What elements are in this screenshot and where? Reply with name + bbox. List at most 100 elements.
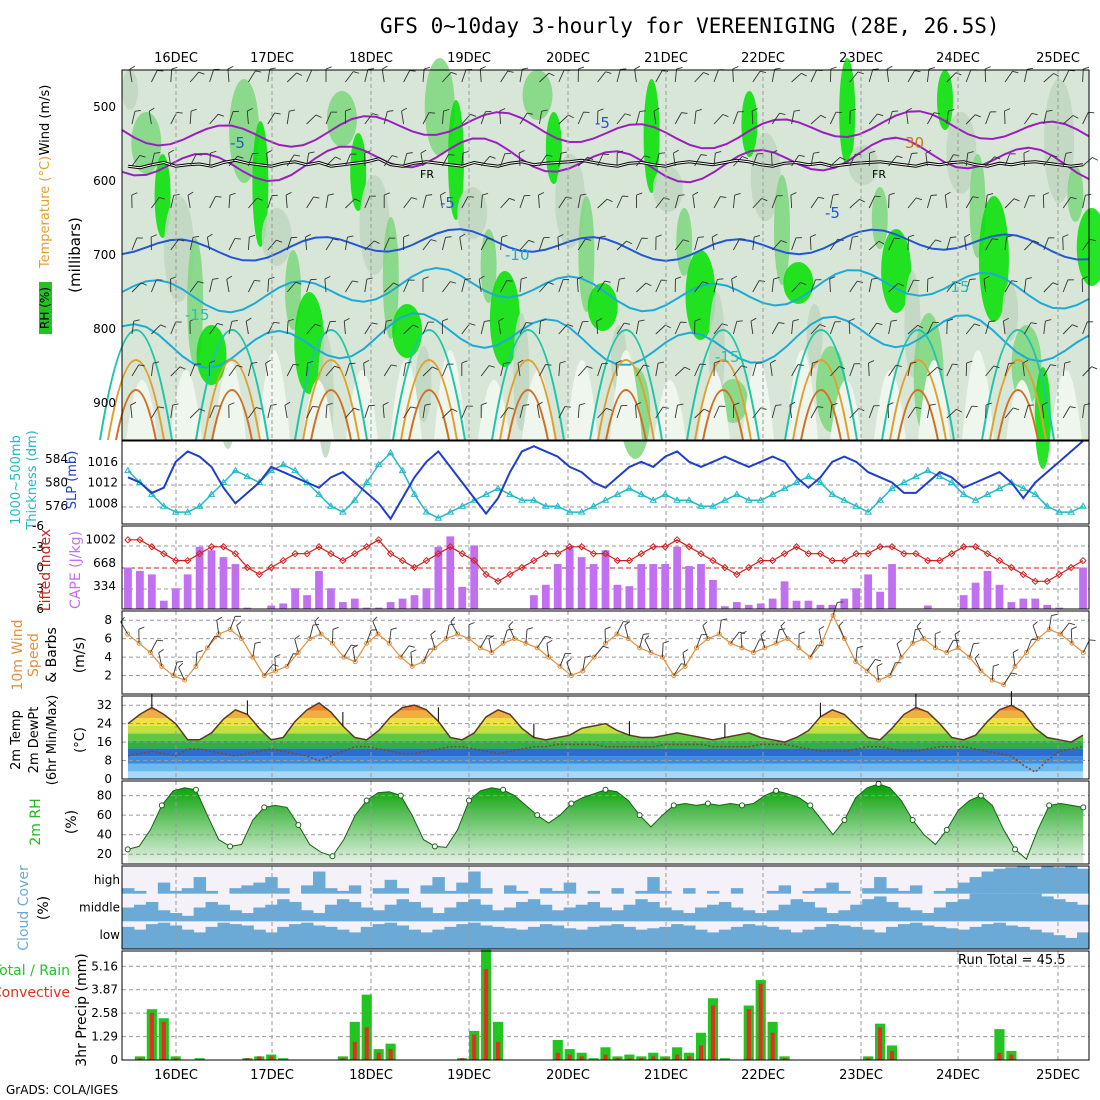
wind-barb <box>286 321 289 335</box>
wind-barb-flag <box>974 323 981 327</box>
warm-contour <box>491 329 565 441</box>
temperature-contour <box>121 266 1090 314</box>
wind-barb-flag <box>896 155 903 159</box>
wind-barb-flag <box>857 645 864 649</box>
thickness-point <box>279 460 288 468</box>
wind-barb-flag <box>626 240 633 245</box>
wind-barb <box>1082 639 1090 653</box>
rh-band-blob <box>871 187 888 249</box>
wind-barb <box>694 154 702 167</box>
wind-barb <box>927 239 936 251</box>
day-label: 19DEC <box>447 51 491 66</box>
rh-tick: 80 <box>97 789 112 803</box>
rh-dry-wedge <box>258 350 290 440</box>
cloud-low-bar <box>945 928 959 949</box>
wind-barb <box>286 364 294 377</box>
wind-barb <box>1082 405 1085 419</box>
wind-barb-flag <box>314 616 320 622</box>
wind-speed-point <box>364 640 370 646</box>
wind-barb-flag <box>408 645 415 648</box>
cloud-low-bar <box>850 926 863 949</box>
wind-barb <box>150 279 157 293</box>
wind-barb <box>422 405 426 419</box>
day-label: 22DEC <box>741 51 785 66</box>
wind-barb-flag <box>634 65 641 70</box>
wind-barb <box>228 321 233 335</box>
thickness-point <box>398 466 407 474</box>
lifted-index-point <box>768 556 777 565</box>
wind-barb <box>752 363 757 377</box>
wind-barb <box>558 69 565 83</box>
precip-total-label: Total / Rain <box>0 963 70 979</box>
wind-barb <box>577 156 589 167</box>
lifted-index-point <box>422 556 431 565</box>
wind-barb <box>694 72 704 83</box>
wind-barb-flag <box>217 113 224 117</box>
rh-band-blob <box>1002 283 1019 341</box>
wind-barb <box>1060 622 1070 635</box>
wind-barb-flag <box>227 65 234 70</box>
cloud-high-bar <box>301 885 314 894</box>
lifted-index-point <box>912 549 920 558</box>
cape-bar <box>852 588 861 609</box>
cloud-low-bar <box>515 929 529 949</box>
cloud-middle-bar <box>133 904 147 922</box>
thickness-point <box>291 466 299 474</box>
thickness-point <box>852 502 861 509</box>
cloud-low-bar <box>229 924 242 949</box>
wind-barb-flag <box>212 278 219 280</box>
contour-label: 30 <box>905 134 924 152</box>
cloud-high-bar <box>826 882 839 894</box>
precip-convective-bar <box>579 1056 584 1060</box>
warm-contour <box>589 329 663 441</box>
lifted-index-point <box>876 543 884 551</box>
wind-barb-flag <box>852 235 859 238</box>
warm-contour <box>989 359 1047 441</box>
wind-barb-flag <box>1025 277 1032 280</box>
wind-barb-flag <box>910 361 917 364</box>
wind-barb-flag <box>1023 150 1030 154</box>
wind-barb <box>479 69 482 83</box>
wind-barb <box>954 634 959 648</box>
wind-barb-flag <box>778 322 785 324</box>
cloud-middle-bar <box>563 907 577 922</box>
wind-barb-flag <box>1013 407 1020 411</box>
cape-bar <box>971 582 980 609</box>
wind-barb-flag <box>760 407 767 410</box>
cloud-middle-bar <box>921 913 935 922</box>
wind-barb <box>868 113 878 125</box>
warm-contour <box>605 389 647 441</box>
wind-barb <box>829 195 834 209</box>
wind-speed-point <box>511 636 517 642</box>
wind-barb <box>344 237 348 251</box>
panel-frame <box>121 695 1090 780</box>
wind-barb-flag <box>722 114 729 118</box>
day-label: 24DEC <box>936 1068 980 1083</box>
day-label: 22DEC <box>741 1068 785 1083</box>
wind-barb <box>1048 615 1052 630</box>
wind-barb-flag <box>892 110 899 112</box>
lifted-index-tick: 3 <box>36 581 44 595</box>
warm-contour <box>784 329 858 441</box>
wind-barb-flag <box>800 282 807 286</box>
cape-bar <box>756 603 765 609</box>
cape-bar <box>303 595 311 609</box>
rh-band-blob <box>513 313 530 431</box>
warm-contour <box>997 389 1039 441</box>
wind-barb-flag <box>210 150 217 154</box>
wind-barb <box>616 405 622 419</box>
thickness-point <box>494 484 502 491</box>
wind-barb <box>733 156 743 167</box>
cape-bar <box>470 545 479 609</box>
lifted-index-point <box>386 549 395 558</box>
wind-barb <box>344 153 351 167</box>
wind-barb <box>634 69 637 83</box>
wind-barb-flag <box>176 111 183 114</box>
cloud-high-bar <box>814 888 827 894</box>
lifted-index-point <box>948 549 956 558</box>
cloud-low-bar <box>766 926 780 949</box>
wind-barb <box>178 667 185 681</box>
thickness-point <box>541 502 550 509</box>
wind-barb-flag <box>1081 276 1088 280</box>
minmax-label: (6hr Min/Max) <box>45 695 60 785</box>
